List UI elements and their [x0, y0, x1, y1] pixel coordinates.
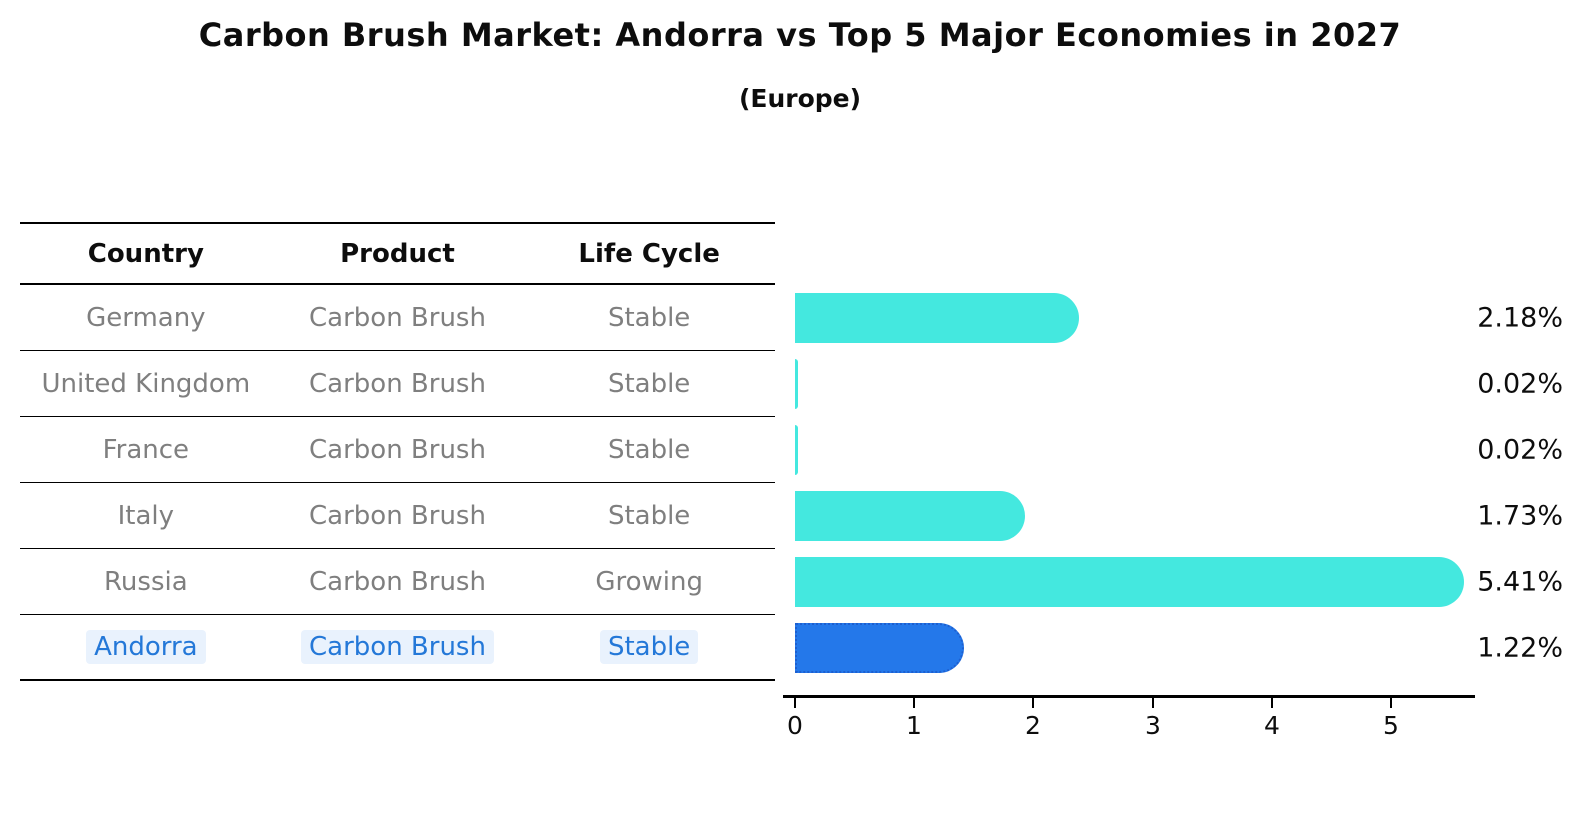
bar-row — [795, 615, 965, 681]
column-header-product: Product — [340, 238, 455, 269]
value-label-france: 0.02% — [1477, 434, 1563, 466]
cell-country: United Kingdom — [41, 368, 251, 399]
bar-row — [795, 285, 1079, 351]
x-axis-tick — [1032, 698, 1034, 708]
bar-italy — [795, 491, 1026, 541]
value-label-andorra: 1.22% — [1477, 632, 1563, 664]
x-tick-label: 3 — [1145, 711, 1161, 740]
cell-product: Carbon Brush — [309, 500, 486, 531]
value-label-united-kingdom: 0.02% — [1477, 368, 1563, 400]
x-tick-label: 2 — [1025, 711, 1041, 740]
table-header-row: Country Product Life Cycle — [20, 222, 775, 285]
cell-life-cycle: Stable — [607, 368, 691, 399]
cell-country: Andorra — [20, 630, 272, 664]
country-info-table: Country Product Life Cycle Germany Carbo… — [20, 222, 775, 681]
cell-product: Carbon Brush — [309, 368, 486, 399]
bar-row — [795, 549, 1464, 615]
x-axis-tick — [1271, 698, 1273, 708]
x-axis-tick — [913, 698, 915, 708]
column-header-country: Country — [87, 238, 204, 269]
cell-country: Germany — [86, 302, 206, 333]
x-axis-tick — [1152, 698, 1154, 708]
cell-country: Russia — [104, 566, 188, 597]
cell-life-cycle: Stable — [523, 630, 775, 664]
table-row-france: France Carbon Brush Stable — [20, 417, 775, 483]
value-label-germany: 2.18% — [1477, 302, 1563, 334]
cell-product: Carbon Brush — [309, 566, 486, 597]
value-label-russia: 5.41% — [1477, 566, 1563, 598]
cell-life-cycle: Stable — [607, 302, 691, 333]
bar-row — [795, 417, 798, 483]
bar-united-kingdom — [795, 359, 798, 409]
value-label-italy: 1.73% — [1477, 500, 1563, 532]
bar-chart: 0 1 2 3 4 5 — [783, 285, 1483, 745]
bar-russia — [795, 557, 1464, 607]
cell-life-cycle: Growing — [595, 566, 703, 597]
table-row-andorra: Andorra Carbon Brush Stable — [20, 615, 775, 681]
cell-country: Italy — [117, 500, 175, 531]
chart-title: Carbon Brush Market: Andorra vs Top 5 Ma… — [198, 16, 1402, 54]
cell-country: France — [102, 434, 190, 465]
x-tick-label: 5 — [1383, 711, 1399, 740]
bar-andorra — [795, 623, 965, 673]
cell-product: Carbon Brush — [309, 434, 486, 465]
x-axis-tick — [794, 698, 796, 708]
bar-germany — [795, 293, 1079, 343]
x-tick-label: 0 — [787, 711, 803, 740]
table-row-germany: Germany Carbon Brush Stable — [20, 285, 775, 351]
bar-france — [795, 425, 798, 475]
x-tick-label: 4 — [1264, 711, 1280, 740]
x-axis-line — [783, 695, 1475, 698]
x-tick-label: 1 — [906, 711, 922, 740]
column-header-life-cycle: Life Cycle — [578, 238, 720, 269]
cell-life-cycle: Stable — [607, 434, 691, 465]
cell-product: Carbon Brush — [272, 630, 524, 664]
chart-subtitle: (Europe) — [738, 84, 862, 113]
table-row-italy: Italy Carbon Brush Stable — [20, 483, 775, 549]
cell-product: Carbon Brush — [309, 302, 486, 333]
table-row-russia: Russia Carbon Brush Growing — [20, 549, 775, 615]
bar-row — [795, 351, 798, 417]
cell-life-cycle: Stable — [607, 500, 691, 531]
table-row-united-kingdom: United Kingdom Carbon Brush Stable — [20, 351, 775, 417]
bar-row — [795, 483, 1026, 549]
x-axis-tick — [1390, 698, 1392, 708]
